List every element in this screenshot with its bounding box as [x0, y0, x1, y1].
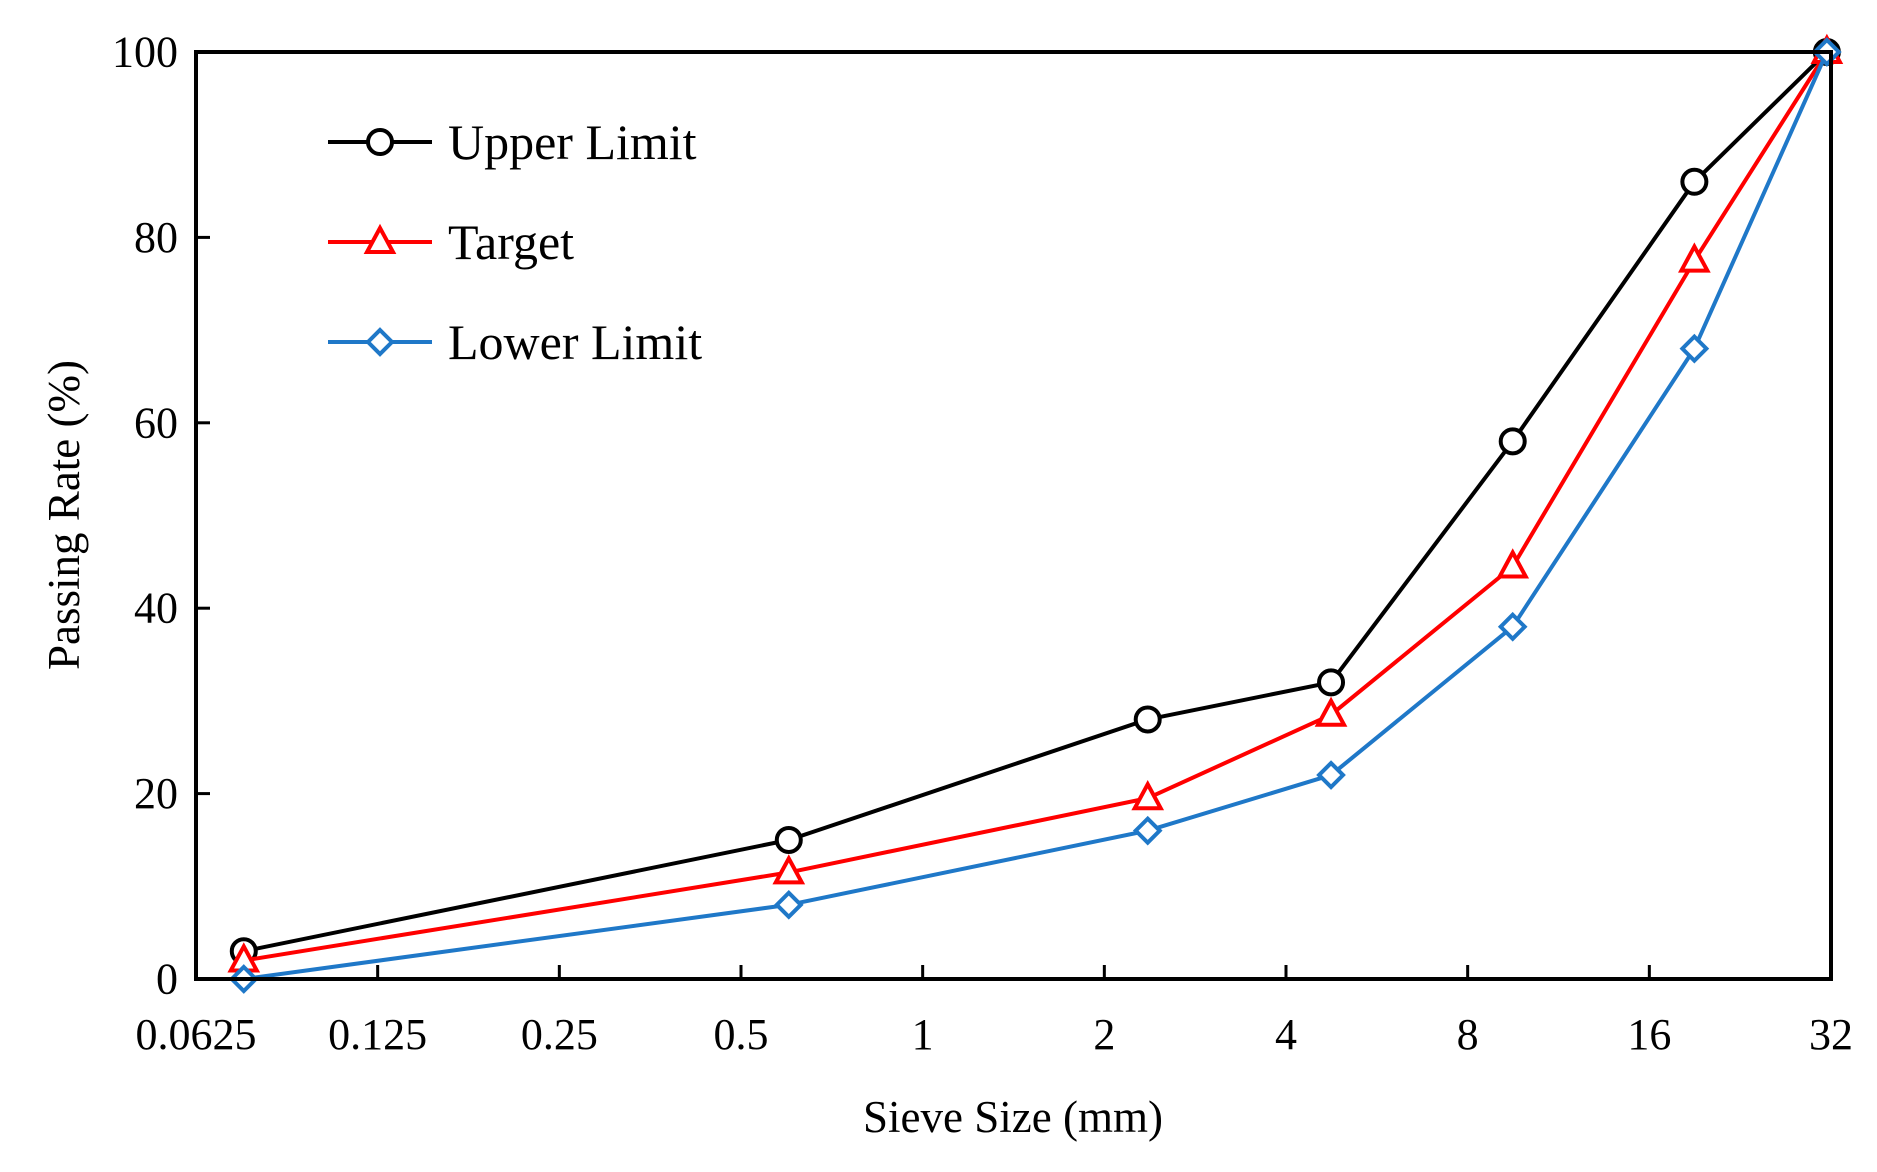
data-point-target — [1678, 242, 1711, 273]
data-point-lower-limit — [1132, 815, 1163, 846]
legend-marker — [366, 128, 394, 156]
data-point-lower-limit — [1316, 760, 1346, 790]
legend-label: Lower Limit — [448, 314, 702, 370]
data-point-lower-limit — [1679, 333, 1710, 364]
x-tick-label: 1 — [912, 1010, 934, 1059]
data-point-upper-limit — [774, 825, 803, 854]
x-tick-label: 0.25 — [521, 1010, 598, 1059]
x-tick-label: 0.5 — [714, 1010, 769, 1059]
x-tick-label: 16 — [1627, 1010, 1671, 1059]
series-line-lower-limit — [243, 51, 1829, 981]
series-target — [227, 33, 1844, 973]
data-point-upper-limit — [1133, 705, 1162, 734]
data-point-upper-limit — [1317, 668, 1346, 697]
y-tick-label: 20 — [134, 769, 178, 818]
axis-layer: 0.0625 0.125 0.25 0.5 1 2 4 8 16 32 0 20 40 60 80 100 — [112, 28, 1853, 1060]
series-line-upper-limit — [243, 50, 1829, 954]
data-point-target — [1314, 696, 1348, 727]
y-tick-label: 80 — [134, 213, 178, 262]
y-tick-label: 60 — [134, 398, 178, 447]
legend-marker — [363, 223, 397, 254]
y-tick-label: 40 — [134, 584, 178, 633]
x-tick-label: 0.125 — [328, 1010, 427, 1059]
legend-entry-upper-limit: Upper Limit — [328, 114, 697, 170]
legend-entry-target: Target — [328, 214, 574, 270]
data-point-target — [1496, 548, 1530, 579]
x-tick-label: 32 — [1809, 1010, 1853, 1059]
legend-marker — [365, 327, 395, 357]
series-upper-limit — [229, 38, 1841, 966]
y-tick-label: 100 — [112, 28, 178, 77]
y-axis-title: Passing Rate (%) — [39, 360, 89, 670]
data-point-lower-limit — [773, 890, 804, 920]
x-axis-title: Sieve Size (mm) — [863, 1092, 1163, 1142]
x-tick-label: 8 — [1457, 1010, 1479, 1059]
x-tick-label: 4 — [1275, 1010, 1297, 1059]
x-tick-label: 2 — [1093, 1010, 1115, 1059]
legend-label: Upper Limit — [448, 114, 697, 170]
series-lower-limit — [228, 37, 1842, 994]
data-point-upper-limit — [1680, 167, 1709, 196]
data-point-upper-limit — [1498, 427, 1527, 456]
data-point-lower-limit — [1497, 611, 1528, 642]
legend: Upper Limit Target Lower Limit — [328, 114, 702, 370]
data-point-target — [772, 854, 806, 885]
legend-entry-lower-limit: Lower Limit — [328, 314, 702, 370]
series-layer — [227, 33, 1844, 994]
legend-label: Target — [448, 214, 574, 270]
x-tick-label: 0.0625 — [136, 1010, 257, 1059]
data-point-target — [1131, 780, 1165, 811]
y-tick-label: 0 — [156, 955, 178, 1004]
plot-frame — [194, 50, 1833, 981]
